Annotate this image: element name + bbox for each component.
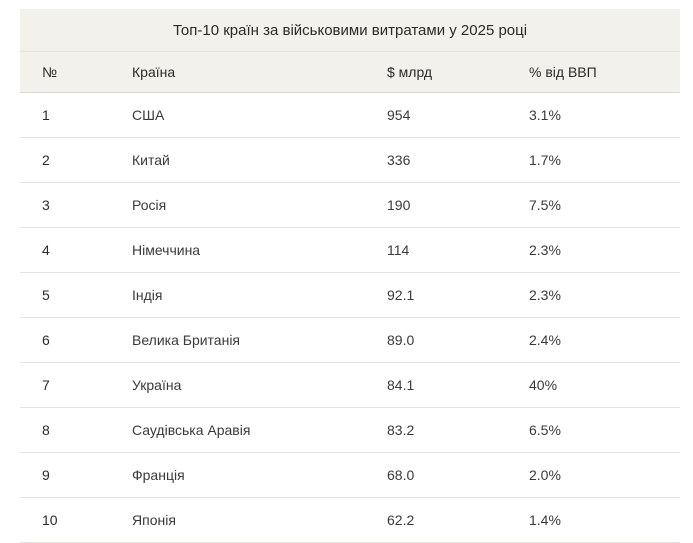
spend-cell: 114 [387, 242, 410, 258]
country-cell: Україна [132, 377, 182, 393]
country-cell: Індія [132, 287, 163, 303]
gdp-share-cell: 40% [529, 377, 558, 393]
spend-cell: 92.1 [387, 287, 415, 303]
rank-cell: 8 [42, 422, 50, 438]
header-gdp-share: % від ВВП [529, 64, 597, 80]
country-cell: Росія [132, 197, 167, 213]
table-body: 1 США 954 3.1% 2 Китай 336 1.7% 3 Росія 190 7.5% 4 Ні… [20, 93, 680, 543]
spend-cell: 190 [387, 197, 411, 213]
table-row: 7 Україна 84.1 40% [20, 363, 680, 408]
military-spending-table: Топ-10 країн за військовими витратами у … [20, 9, 680, 543]
gdp-share-cell: 3.1% [529, 107, 561, 123]
header-country: Країна [132, 64, 176, 80]
rank-cell: 7 [42, 377, 50, 393]
table-row: 4 Німеччина 114 2.3% [20, 228, 680, 273]
rank-cell: 3 [42, 197, 50, 213]
table-row: 6 Велика Британія 89.0 2.4% [20, 318, 680, 363]
gdp-share-cell: 2.4% [529, 332, 561, 348]
spend-cell: 62.2 [387, 512, 415, 528]
country-cell: Велика Британія [132, 332, 241, 348]
gdp-share-cell: 2.0% [529, 467, 561, 483]
rank-cell: 1 [42, 107, 50, 123]
spend-cell: 954 [387, 107, 411, 123]
gdp-share-cell: 2.3% [529, 287, 561, 303]
rank-cell: 4 [42, 242, 50, 258]
spend-cell: 336 [387, 152, 411, 168]
table-row: 8 Саудівська Аравія 83.2 6.5% [20, 408, 680, 453]
table-row: 10 Японія 62.2 1.4% [20, 498, 680, 543]
gdp-share-cell: 1.4% [529, 512, 561, 528]
header-rank: № [42, 64, 58, 80]
country-cell: Китай [132, 152, 170, 168]
rank-cell: 6 [42, 332, 50, 348]
spend-cell: 89.0 [387, 332, 415, 348]
rank-cell: 10 [42, 512, 58, 528]
country-cell: Японія [132, 512, 176, 528]
table-header-row: № Країна $ млрд % від ВВП [20, 52, 680, 93]
rank-cell: 2 [42, 152, 50, 168]
gdp-share-cell: 2.3% [529, 242, 561, 258]
country-cell: Німеччина [132, 242, 201, 258]
table-row: 2 Китай 336 1.7% [20, 138, 680, 183]
gdp-share-cell: 1.7% [529, 152, 561, 168]
header-spend: $ млрд [387, 64, 433, 80]
country-cell: США [132, 107, 165, 123]
table-row: 1 США 954 3.1% [20, 93, 680, 138]
gdp-share-cell: 7.5% [529, 197, 561, 213]
table-row: 5 Індія 92.1 2.3% [20, 273, 680, 318]
table-row: 3 Росія 190 7.5% [20, 183, 680, 228]
table-caption: Топ-10 країн за військовими витратами у … [20, 9, 680, 52]
rank-cell: 9 [42, 467, 50, 483]
spend-cell: 83.2 [387, 422, 415, 438]
rank-cell: 5 [42, 287, 50, 303]
country-cell: Франція [132, 467, 185, 483]
spend-cell: 68.0 [387, 467, 415, 483]
table-row: 9 Франція 68.0 2.0% [20, 453, 680, 498]
spend-cell: 84.1 [387, 377, 415, 393]
gdp-share-cell: 6.5% [529, 422, 561, 438]
country-cell: Саудівська Аравія [132, 422, 251, 438]
